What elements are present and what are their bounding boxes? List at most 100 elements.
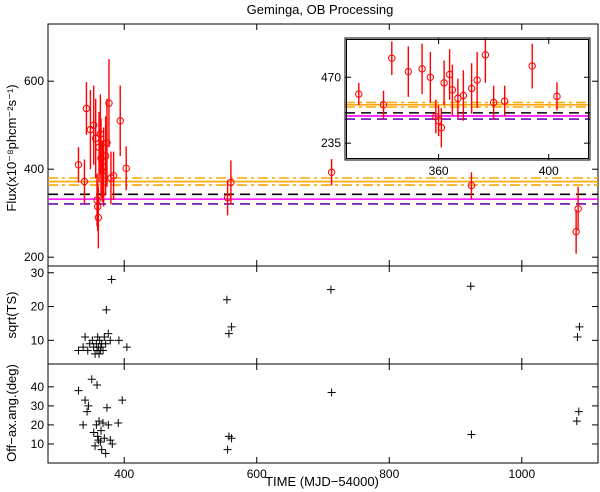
off-axis-point	[327, 388, 336, 397]
off-axis-point	[83, 407, 92, 416]
3|off-axis-ytick-label: 20	[31, 418, 45, 432]
flux-point	[105, 99, 113, 107]
off-axis-point	[89, 428, 98, 437]
sqrt-ts-point	[114, 336, 123, 345]
sqrt-ts-point	[227, 322, 236, 331]
inset-point	[459, 91, 468, 100]
inset-xtick-label: 360	[429, 164, 449, 178]
sqrt-ts-point	[122, 343, 131, 352]
flux-point	[227, 178, 235, 187]
inset-xtick-label: 400	[539, 164, 559, 178]
sqrt-ts-point	[99, 346, 107, 355]
flux-point	[101, 152, 110, 160]
off-axis-y-axis-label: Off−ax.ang.(deg)	[4, 364, 19, 462]
flux-point	[572, 227, 580, 236]
inset-point	[437, 124, 446, 132]
sqrt-ts-point	[81, 332, 90, 341]
off-axis-point	[227, 434, 236, 443]
chart-title: Geminga, OB Processing	[247, 2, 394, 17]
off-axis-point	[100, 434, 109, 443]
off-axis-xtick-label: 400	[114, 467, 134, 481]
off-axis-point	[87, 375, 96, 384]
sqrt-ts-point	[224, 329, 233, 338]
inset-point	[473, 76, 481, 84]
inset-point	[418, 65, 426, 73]
off-axis-xtick-label: 1000	[508, 467, 535, 481]
off-axis-xtick-label: 800	[379, 467, 399, 481]
off-axis-panel: 10 20 30 40 400 600 800 1000	[31, 363, 599, 481]
1|inset-ytick-label: 470	[321, 70, 341, 84]
sqrt-ts-point	[466, 282, 475, 291]
off-axis-point	[223, 445, 232, 454]
off-axis-point	[572, 417, 581, 426]
inset-point	[426, 73, 435, 81]
2|sqrt-ts-ytick-label: 30	[31, 266, 45, 280]
sqrt-ts-plot-frame	[47, 265, 599, 365]
inset-point	[489, 98, 498, 107]
inset-frame-inner	[346, 39, 589, 159]
off-axis-point	[102, 403, 111, 412]
off-axis-point	[81, 396, 90, 405]
flux-point	[574, 205, 582, 213]
2|sqrt-ts-ytick-label: 20	[31, 300, 45, 314]
0|flux-ytick-label: 400	[24, 162, 44, 176]
0|flux-ytick-label: 600	[24, 74, 44, 88]
off-axis-point	[574, 407, 583, 416]
inset-point	[528, 62, 536, 70]
sqrt-ts-y-axis-label: sqrt(TS)	[4, 292, 19, 339]
off-axis-point	[84, 401, 93, 410]
off-axis-point	[97, 445, 106, 454]
off-axis-point	[79, 420, 88, 429]
flux-point	[327, 168, 336, 176]
time-x-axis-label: TIME (MJD−54000)	[265, 474, 379, 489]
flux-point	[90, 121, 98, 129]
flux-point	[467, 181, 476, 190]
inset-point	[553, 92, 561, 101]
inset-point	[404, 67, 413, 76]
3|off-axis-ytick-label: 30	[31, 399, 45, 413]
sqrt-ts-point	[104, 329, 113, 338]
off-axis-plot-frame	[47, 363, 599, 464]
inset-point	[388, 54, 396, 62]
off-axis-point	[101, 449, 110, 458]
flux-panel: 200 400 600	[24, 23, 599, 267]
flux-point	[80, 177, 89, 186]
off-axis-point	[118, 396, 127, 405]
off-axis-point	[106, 436, 115, 445]
off-axis-xtick-label: 600	[247, 467, 267, 481]
off-axis-point	[74, 386, 83, 395]
sqrt-ts-point	[106, 336, 115, 345]
inset-point	[467, 84, 476, 93]
flux-point	[82, 104, 91, 113]
off-axis-point	[93, 432, 102, 441]
inset-point	[379, 101, 388, 109]
sqrt-ts-point	[79, 343, 88, 352]
off-axis-point	[97, 426, 106, 435]
flux-point	[103, 139, 111, 147]
off-axis-point	[114, 419, 123, 428]
flux-point	[109, 172, 118, 180]
flux-point	[116, 117, 124, 125]
sqrt-ts-point	[101, 339, 110, 348]
1|inset-ytick-label: 235	[321, 136, 341, 150]
sqrt-ts-point	[95, 349, 104, 358]
sqrt-ts-point	[97, 343, 106, 352]
flux-point	[94, 213, 103, 222]
sqrt-ts-point	[100, 332, 109, 341]
off-axis-point	[467, 430, 476, 439]
3|off-axis-ytick-label: 10	[31, 437, 45, 451]
sqrt-ts-panel: 10 20 30	[31, 265, 599, 365]
off-axis-point	[93, 380, 102, 389]
sqrt-ts-point	[575, 322, 584, 331]
inset-frame	[344, 37, 591, 161]
sqrt-ts-point	[573, 332, 582, 341]
inset-background	[345, 38, 590, 160]
3|off-axis-ytick-label: 40	[31, 380, 45, 394]
sqrt-ts-point	[326, 285, 335, 294]
2|sqrt-ts-ytick-label: 10	[31, 333, 45, 347]
sqrt-ts-point	[222, 295, 231, 304]
sqrt-ts-point	[83, 346, 92, 355]
flux-point	[74, 161, 83, 169]
flux-y-axis-label: Flux(x10⁻⁸phcm⁻²s⁻¹)	[4, 84, 19, 211]
